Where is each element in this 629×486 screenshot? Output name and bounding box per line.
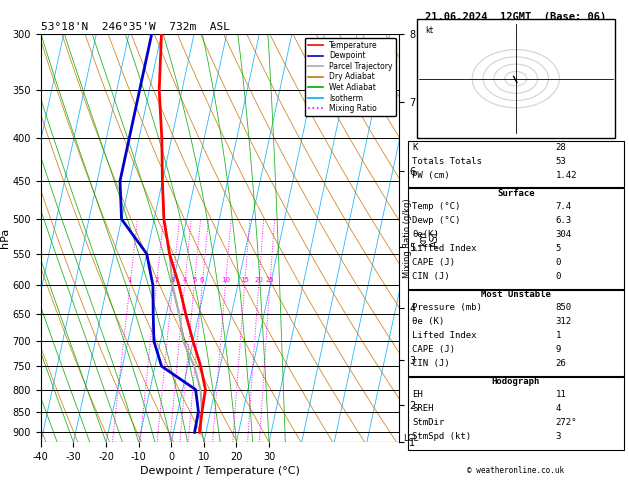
Text: 53: 53 [555, 156, 566, 166]
Text: 2: 2 [154, 278, 159, 283]
Text: StmSpd (kt): StmSpd (kt) [413, 432, 471, 441]
Text: 28: 28 [555, 142, 566, 152]
Text: Hodograph: Hodograph [492, 377, 540, 386]
Text: Surface: Surface [497, 189, 535, 198]
Text: CIN (J): CIN (J) [413, 272, 450, 281]
Text: 312: 312 [555, 317, 572, 326]
X-axis label: Dewpoint / Temperature (°C): Dewpoint / Temperature (°C) [140, 466, 300, 476]
Bar [408, 376, 624, 450]
Text: kt: kt [425, 26, 433, 35]
Text: θe(K): θe(K) [413, 230, 439, 239]
Text: Lifted Index: Lifted Index [413, 331, 477, 340]
Text: 4: 4 [182, 278, 187, 283]
Text: K: K [413, 142, 418, 152]
Text: θe (K): θe (K) [413, 317, 445, 326]
Text: 5: 5 [192, 278, 196, 283]
Y-axis label: hPa: hPa [0, 228, 10, 248]
Text: Totals Totals: Totals Totals [413, 156, 482, 166]
Text: 3: 3 [170, 278, 175, 283]
Text: Mixing Ratio (g/kg): Mixing Ratio (g/kg) [403, 198, 411, 278]
Text: 26: 26 [555, 359, 566, 368]
Text: 53°18'N  246°35'W  732m  ASL: 53°18'N 246°35'W 732m ASL [41, 22, 230, 32]
Text: Most Unstable: Most Unstable [481, 290, 551, 299]
Text: PW (cm): PW (cm) [413, 171, 450, 180]
Text: LCL: LCL [403, 434, 418, 443]
Text: 850: 850 [555, 303, 572, 312]
Text: 21.06.2024  12GMT  (Base: 06): 21.06.2024 12GMT (Base: 06) [425, 12, 606, 22]
Bar [408, 289, 624, 377]
Text: 1.42: 1.42 [555, 171, 577, 180]
Text: 1: 1 [128, 278, 132, 283]
Text: 20: 20 [254, 278, 263, 283]
Bar [408, 188, 624, 290]
Text: Pressure (mb): Pressure (mb) [413, 303, 482, 312]
Text: 0: 0 [555, 272, 561, 281]
Text: EH: EH [413, 390, 423, 399]
Text: CAPE (J): CAPE (J) [413, 345, 455, 354]
Text: 11: 11 [555, 390, 566, 399]
Text: Lifted Index: Lifted Index [413, 243, 477, 253]
Text: 9: 9 [555, 345, 561, 354]
Text: 25: 25 [265, 278, 274, 283]
Text: 304: 304 [555, 230, 572, 239]
Text: StmDir: StmDir [413, 418, 445, 427]
Text: © weatheronline.co.uk: © weatheronline.co.uk [467, 467, 564, 475]
Text: 6.3: 6.3 [555, 216, 572, 225]
Text: CAPE (J): CAPE (J) [413, 258, 455, 267]
Text: 272°: 272° [555, 418, 577, 427]
Text: 4: 4 [555, 404, 561, 413]
Text: 7.4: 7.4 [555, 202, 572, 210]
Text: CIN (J): CIN (J) [413, 359, 450, 368]
Text: 0: 0 [555, 258, 561, 267]
Text: 10: 10 [221, 278, 230, 283]
Text: SREH: SREH [413, 404, 434, 413]
Text: 15: 15 [240, 278, 249, 283]
Text: 6: 6 [200, 278, 204, 283]
Bar [416, 19, 615, 138]
Text: Dewp (°C): Dewp (°C) [413, 216, 460, 225]
Text: Temp (°C): Temp (°C) [413, 202, 460, 210]
Text: 5: 5 [555, 243, 561, 253]
Legend: Temperature, Dewpoint, Parcel Trajectory, Dry Adiabat, Wet Adiabat, Isotherm, Mi: Temperature, Dewpoint, Parcel Trajectory… [304, 38, 396, 116]
Bar [408, 140, 624, 187]
Y-axis label: km
ASL: km ASL [418, 229, 440, 247]
Text: 3: 3 [555, 432, 561, 441]
Text: 1: 1 [555, 331, 561, 340]
